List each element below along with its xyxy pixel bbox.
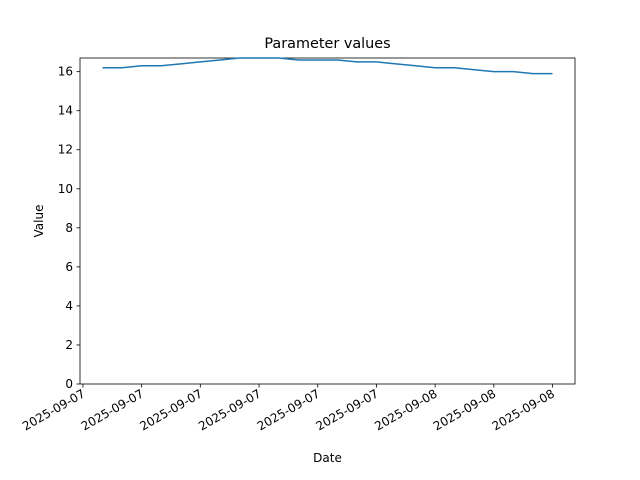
x-tick-label: 2025-09-08: [490, 386, 557, 433]
x-tick-label: 2025-09-08: [431, 386, 498, 433]
y-tick-label: 0: [65, 377, 73, 391]
y-tick-label: 8: [65, 221, 73, 235]
y-tick-label: 12: [58, 143, 73, 157]
y-axis-label: Value: [32, 205, 46, 238]
y-tick-label: 16: [58, 65, 73, 79]
y-tick-label: 14: [58, 104, 73, 118]
x-axis-label: Date: [313, 451, 342, 465]
x-tick-label: 2025-09-07: [20, 386, 87, 433]
x-tick-label: 2025-09-07: [314, 386, 381, 433]
plot-frame: [79, 57, 576, 385]
y-tick-label: 6: [65, 260, 73, 274]
y-tick-label: 10: [58, 182, 73, 196]
y-tick-label: 2: [65, 338, 73, 352]
x-tick-label: 2025-09-07: [79, 386, 146, 433]
y-tick-label: 4: [65, 299, 73, 313]
x-tick-label: 2025-09-08: [372, 386, 439, 433]
data-line: [102, 57, 553, 75]
chart-title: Parameter values: [264, 36, 390, 52]
x-tick-label: 2025-09-07: [137, 386, 204, 433]
x-tick-label: 2025-09-07: [255, 386, 322, 433]
x-tick-label: 2025-09-07: [196, 386, 263, 433]
